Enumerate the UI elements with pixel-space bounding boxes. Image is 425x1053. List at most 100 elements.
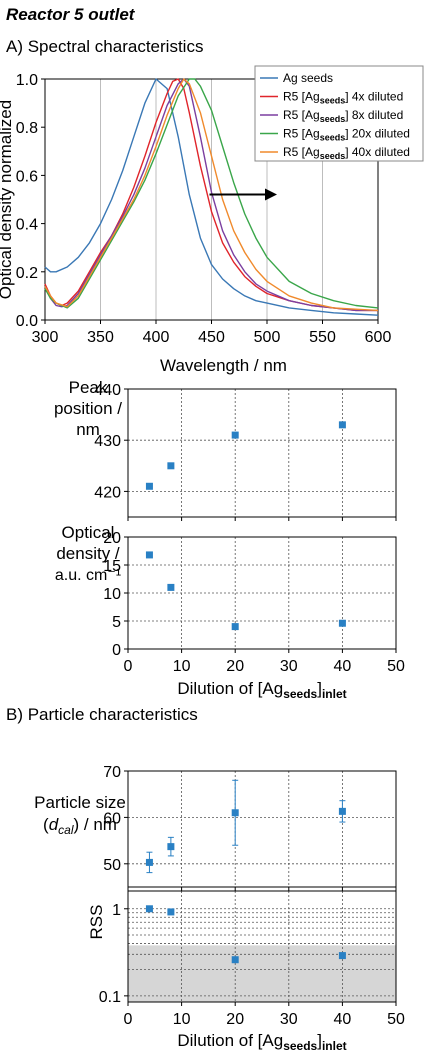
od-ticks: 0 5 10 15 20 0 10 20 30 40 50 <box>103 530 405 675</box>
spectra-xtick-label: 450 <box>198 329 225 346</box>
peak-ylabel-line-1: Peak <box>69 378 108 397</box>
ps-point <box>145 858 153 866</box>
od-ytick-label: 10 <box>103 586 121 603</box>
ps-ylabel-line-1: Particle size <box>34 793 126 812</box>
legend-label-1: Ag seeds <box>283 71 333 85</box>
peak-ticks: 420 430 440 <box>94 382 397 521</box>
rss-xtick-label: 40 <box>334 1011 352 1028</box>
ps-point <box>338 807 346 815</box>
od-xlabel: Dilution of [Agseeds]inlet <box>177 679 346 701</box>
rss-xtick-label: 10 <box>173 1011 191 1028</box>
ps-ticks: 50 60 70 <box>103 764 397 891</box>
rss-xtick-label: 50 <box>387 1011 405 1028</box>
ps-ytick-label: 70 <box>103 764 121 781</box>
od-point <box>231 623 239 631</box>
spectra-ytick-label: 0.0 <box>16 313 38 330</box>
od-xtick-label: 10 <box>173 658 191 675</box>
peak-ytick-label: 440 <box>94 382 121 399</box>
spectra-xtick-label: 400 <box>143 329 170 346</box>
rss-ylabel: RSS <box>87 905 106 940</box>
legend-label-5: R5 [Agseeds] 40x diluted <box>283 145 410 161</box>
rss-ytick-label: 0.1 <box>99 989 121 1006</box>
od-grid <box>127 536 397 650</box>
peak-ytick-label: 420 <box>94 484 121 501</box>
rss-points <box>145 905 346 964</box>
od-point <box>145 551 153 559</box>
spectrum-line-3 <box>44 78 378 312</box>
peak-points <box>145 421 346 490</box>
ps-ylabel-line-2: (dcal) / nm <box>43 815 117 837</box>
legend-label-2: R5 [Agseeds] 4x diluted <box>283 90 403 106</box>
legend-label-3: R5 [Agseeds] 8x diluted <box>283 108 403 124</box>
ps-grid <box>127 770 397 888</box>
peak-point <box>338 421 346 429</box>
spectra-ytick-label: 1.0 <box>16 72 38 89</box>
rss-xtick-label: 0 <box>124 1011 133 1028</box>
spectra-xtick-label: 550 <box>309 329 336 346</box>
rss-shaded-band <box>128 945 396 1002</box>
section-a-title: A) Spectral characteristics <box>6 37 203 56</box>
spectra-legend: Ag seeds R5 [Agseeds] 4x diluted R5 [Agsee… <box>254 65 424 162</box>
spectra-arrow <box>209 188 277 201</box>
peak-point <box>145 482 153 490</box>
spectra-xlabel: Wavelength / nm <box>160 356 287 375</box>
peak-ytick-label: 430 <box>94 433 121 450</box>
rss-point <box>231 956 239 964</box>
od-xtick-label: 20 <box>226 658 244 675</box>
od-xtick-label: 50 <box>387 658 405 675</box>
spectra-xtick-label: 500 <box>254 329 281 346</box>
rss-point <box>145 905 153 913</box>
peak-ylabel-line-2: position / <box>54 399 122 418</box>
ps-point <box>231 809 239 817</box>
rss-ticks: 0.110 10 20 30 40 50 <box>99 902 405 1028</box>
od-ytick-label: 0 <box>112 642 121 659</box>
od-xtick-label: 30 <box>280 658 298 675</box>
peak-point <box>231 431 239 439</box>
spectrum-line-4 <box>44 78 379 309</box>
rss-grid <box>127 890 397 1003</box>
peak-position-chart: 420 430 440 Peak position / nm <box>54 378 397 521</box>
peak-point <box>167 462 175 470</box>
ps-frame <box>127 770 397 888</box>
peak-ylabel-line-3: nm <box>76 420 100 439</box>
figure-title: Reactor 5 outlet <box>6 5 136 24</box>
od-ylabel-line-2: density / <box>56 544 120 563</box>
rss-xtick-label: 20 <box>226 1011 244 1028</box>
peak-frame <box>127 388 397 518</box>
od-ytick-label: 20 <box>103 530 121 547</box>
rss-ytick-label: 1 <box>112 902 121 919</box>
od-ytick-label: 5 <box>112 614 121 631</box>
rss-xtick-label: 30 <box>280 1011 298 1028</box>
spectra-ytick-label: 0.4 <box>16 217 38 234</box>
rss-point <box>338 952 346 960</box>
spectra-ytick-label: 0.2 <box>16 265 38 282</box>
rss-shade-rect <box>128 945 396 1002</box>
rss-xlabel: Dilution of [Agseeds]inlet <box>177 1031 346 1053</box>
spectra-ytick-label: 0.8 <box>16 120 38 137</box>
spectra-lines <box>44 78 379 316</box>
od-point <box>338 619 346 627</box>
spectrum-line-1 <box>44 78 379 316</box>
od-ytick-label: 15 <box>103 558 121 575</box>
rss-point <box>167 908 175 916</box>
rss-chart: 0.110 10 20 30 40 50 RSS Dilution of [Agseeds… <box>87 890 405 1053</box>
legend-label-4: R5 [Agseeds] 20x diluted <box>283 127 410 143</box>
trend-arrow-head <box>265 188 277 201</box>
spectra-xtick-label: 300 <box>32 329 59 346</box>
particle-size-chart: 50 60 70 Particle size (dcal) / nm <box>34 764 397 891</box>
od-ylabel-line-3: a.u. cm⁻¹ <box>55 567 121 584</box>
legend-box <box>254 65 424 162</box>
ps-ytick-label: 60 <box>103 810 121 827</box>
od-points <box>145 551 346 631</box>
spectra-xtick-label: 600 <box>365 329 392 346</box>
ps-point <box>167 843 175 851</box>
spectrum-line-5 <box>44 78 379 312</box>
spectra-xtick-label: 350 <box>87 329 114 346</box>
spectra-chart: 300 350 400 450 500 550 6000.00.20.40.60.81.0 … <box>0 65 424 375</box>
ps-points <box>145 779 346 874</box>
ps-ytick-label: 50 <box>103 857 121 874</box>
peak-grid <box>127 388 397 518</box>
rss-frame <box>127 890 397 1003</box>
od-point <box>167 583 175 591</box>
